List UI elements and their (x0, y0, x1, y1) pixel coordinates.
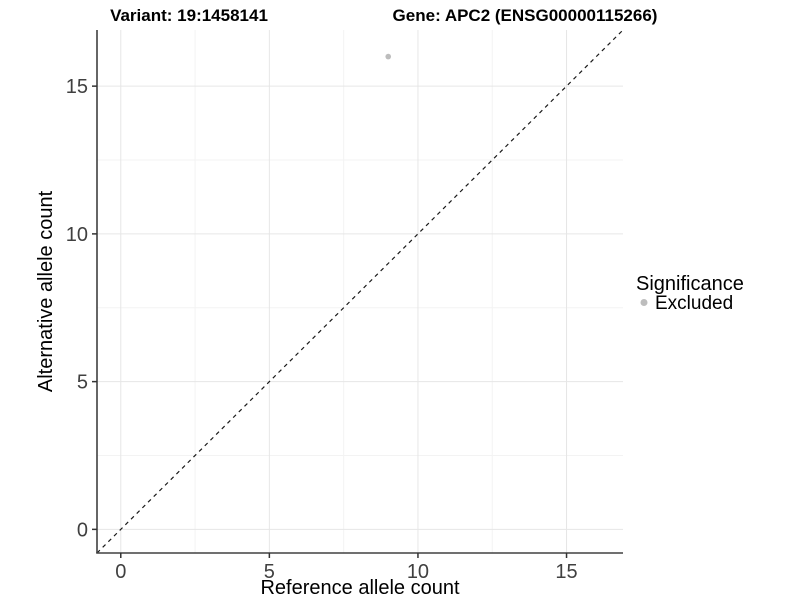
x-tick-label: 15 (555, 561, 577, 583)
gene-title: Gene: APC2 (ENSG00000115266) (393, 6, 658, 25)
identity-line-layer (96, 29, 624, 554)
y-tick-label: 10 (66, 224, 88, 246)
legend: Significance Excluded (636, 273, 744, 314)
y-tick-label: 15 (66, 76, 88, 98)
x-tick-label: 5 (264, 561, 275, 583)
legend-title: Significance (636, 273, 744, 295)
x-axis-title: Reference allele count (260, 577, 459, 599)
y-tick-label: 0 (77, 519, 88, 541)
axis-lines-layer (96, 30, 623, 554)
x-tick-label: 0 (115, 561, 126, 583)
x-tick-label: 10 (407, 561, 429, 583)
gridlines-major (97, 30, 623, 553)
y-tick-label: 5 (77, 372, 88, 394)
legend-key-excluded-dot (640, 299, 648, 306)
identity-line (96, 29, 624, 554)
data-points-layer (385, 53, 392, 60)
data-point-excluded (385, 53, 392, 60)
variant-title: Variant: 19:1458141 (110, 6, 268, 25)
gridlines-minor (97, 30, 623, 553)
legend-label-excluded: Excluded (655, 293, 733, 314)
y-axis-title: Alternative allele count (35, 190, 57, 392)
tick-labels-layer: 0 5 10 15 0 5 10 15 (66, 76, 578, 583)
tick-marks-layer (92, 85, 568, 558)
